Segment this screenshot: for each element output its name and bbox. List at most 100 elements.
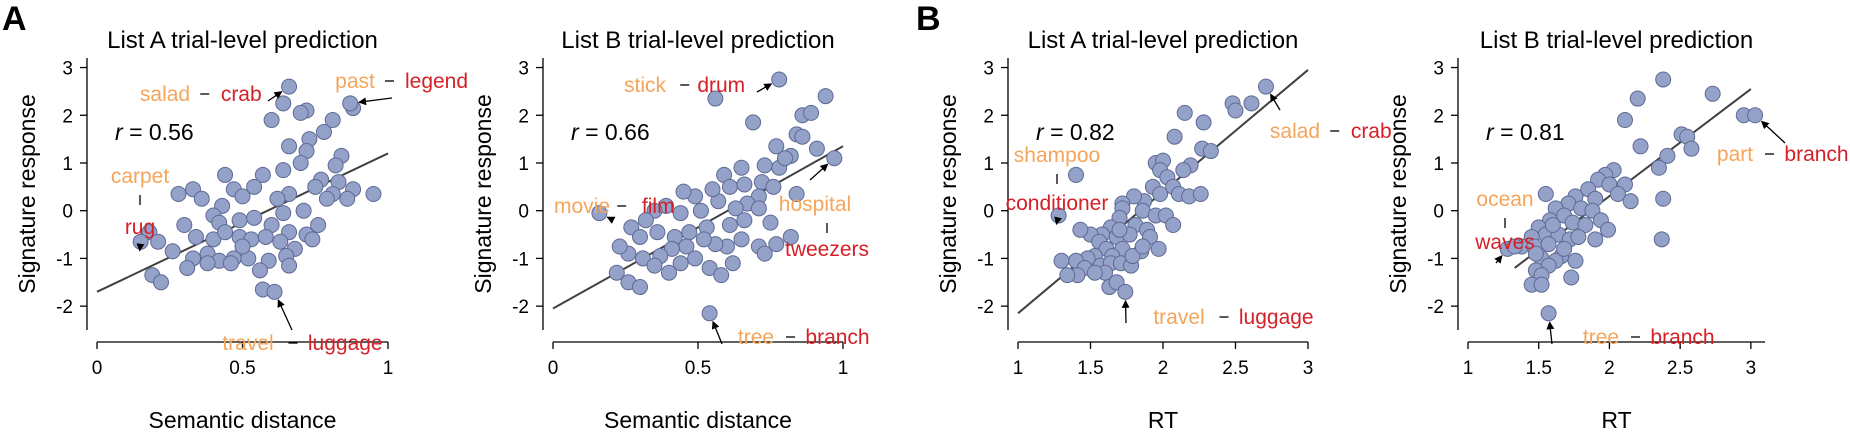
data-point <box>692 202 709 219</box>
annotation-tree: tree branch <box>711 320 870 349</box>
data-point <box>342 95 359 112</box>
data-point <box>275 95 292 112</box>
annotation-arrow <box>1494 255 1503 264</box>
y-tick-label: 1 <box>62 154 73 175</box>
cue-word: stick <box>624 74 667 97</box>
x-tick-label: 1.5 <box>1526 358 1552 379</box>
target-word: film <box>642 195 675 218</box>
data-point <box>768 236 785 253</box>
data-point <box>794 128 811 145</box>
data-point <box>1192 186 1209 202</box>
y-tick-label: 2 <box>62 106 73 127</box>
data-point <box>1616 112 1633 129</box>
data-point <box>1134 238 1151 255</box>
annotation-arrow <box>1546 321 1555 345</box>
data-point <box>1537 186 1554 202</box>
y-tick-label: 1 <box>518 154 529 175</box>
data-point <box>634 250 651 267</box>
annotation-arrow <box>809 163 829 181</box>
data-point <box>687 250 704 267</box>
data-point <box>318 190 335 207</box>
y-axis-label: Signature response <box>935 94 961 293</box>
annotation-past: past legend <box>335 70 468 106</box>
data-point <box>756 245 773 262</box>
data-point <box>1683 140 1700 157</box>
data-point <box>707 90 724 107</box>
y-tick-label: 3 <box>1433 59 1444 80</box>
data-point <box>733 159 750 176</box>
data-point <box>1655 190 1672 207</box>
data-point <box>727 200 744 217</box>
r-symbol: r <box>115 119 129 145</box>
data-point <box>272 233 289 250</box>
data-point <box>304 231 321 248</box>
data-point <box>1540 236 1557 253</box>
data-point <box>817 88 834 105</box>
target-word: waves <box>1474 231 1535 254</box>
data-point <box>217 166 234 183</box>
chart-1: List A trial-level prediction 0 0.5 1 -2 -1 0 1… <box>14 27 468 433</box>
data-point <box>281 138 298 155</box>
data-point <box>675 183 692 200</box>
data-point <box>295 202 312 219</box>
cue-word: tree <box>1583 326 1619 349</box>
target-word: branch <box>1650 326 1714 349</box>
data-point <box>275 162 292 179</box>
annotation-ocean: ocean waves <box>1474 188 1535 264</box>
x-axis-label: RT <box>1148 407 1178 433</box>
y-axis-label: Signature response <box>1385 94 1411 293</box>
y-tick-label: 0 <box>518 202 529 223</box>
data-point <box>281 257 298 274</box>
data-point <box>736 212 753 229</box>
data-point <box>1166 128 1183 145</box>
y-tick-label: 3 <box>518 59 529 80</box>
data-point <box>1622 193 1639 210</box>
data-point <box>307 178 324 195</box>
annotation-arrow <box>1054 216 1063 226</box>
x-tick-label: 1 <box>383 358 394 379</box>
data-point <box>771 71 788 88</box>
data-point <box>646 257 663 274</box>
y-tick-label: 1 <box>983 154 994 175</box>
data-point <box>254 166 271 183</box>
cue-word: ocean <box>1476 188 1533 211</box>
data-point <box>1124 248 1141 265</box>
data-point <box>1632 138 1649 155</box>
y-tick-label: -2 <box>977 297 994 318</box>
data-point <box>1086 264 1103 281</box>
r-value: = 0.81 <box>1500 119 1565 145</box>
annotation-carpet: carpet rug <box>111 165 169 252</box>
data-point <box>1540 305 1557 322</box>
data-point <box>1126 188 1142 205</box>
annotation-shampoo: shampoo conditioner <box>1006 144 1109 226</box>
target-word: luggage <box>308 332 383 355</box>
cue-word: tree <box>738 326 774 349</box>
data-point <box>1175 162 1192 179</box>
data-point <box>1243 95 1260 112</box>
data-point <box>701 305 718 322</box>
data-point <box>1587 231 1604 248</box>
data-point <box>281 78 298 95</box>
y-tick-label: 1 <box>1433 154 1444 175</box>
data-point <box>365 186 382 202</box>
data-point <box>765 178 782 195</box>
target-word: crab <box>1351 120 1392 143</box>
charts: List A trial-level prediction 0 0.5 1 -2 -1 0 1… <box>14 27 1849 433</box>
r-symbol: r <box>571 119 585 145</box>
data-point <box>1059 267 1076 284</box>
y-tick-label: -2 <box>512 297 529 318</box>
r-statistic: r = 0.66 <box>571 119 650 145</box>
data-point <box>803 104 820 121</box>
data-point <box>234 238 251 255</box>
data-point <box>269 190 286 207</box>
data-point <box>672 255 689 272</box>
data-point <box>701 259 718 276</box>
data-point <box>750 200 767 217</box>
data-point <box>826 150 843 167</box>
data-point <box>721 178 738 195</box>
data-point <box>736 176 753 193</box>
data-point <box>713 267 730 284</box>
target-word: conditioner <box>1006 192 1109 215</box>
data-point <box>205 231 222 248</box>
x-axis-label: Semantic distance <box>149 407 337 433</box>
